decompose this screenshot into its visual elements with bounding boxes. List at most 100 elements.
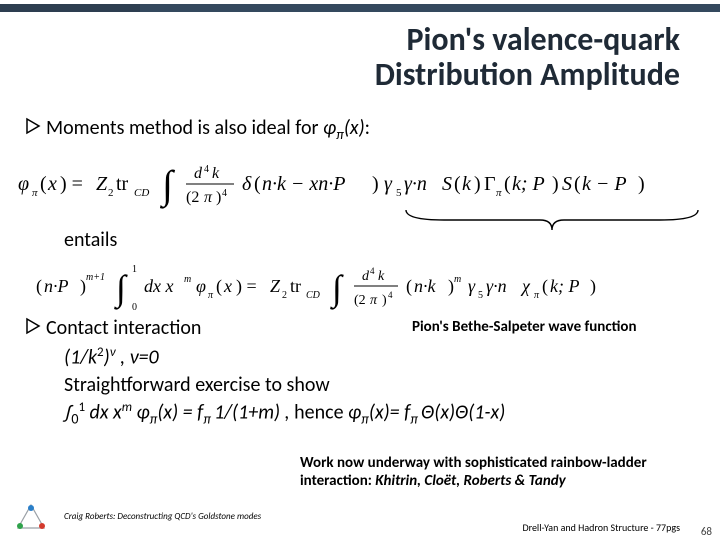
b2-l3f: (x) = f <box>157 400 203 424</box>
svg-text:k: k <box>212 165 220 182</box>
logo-icon <box>14 502 48 532</box>
b2-l1a: (1/k <box>64 346 97 370</box>
equation-2: ( n·P ) m+1 ∫ 1 0 dx x m φ π ( x ) = Z 2… <box>36 260 688 312</box>
svg-text:π: π <box>496 187 502 199</box>
b2-l3g: π <box>203 410 214 427</box>
svg-text:∫: ∫ <box>114 268 128 310</box>
svg-text:Z: Z <box>270 276 281 296</box>
svg-text:): ) <box>216 189 221 206</box>
b2-l3d: φ <box>132 400 150 424</box>
entails-text: entails <box>64 228 117 252</box>
svg-text:γ: γ <box>384 173 393 195</box>
svg-text:CD: CD <box>134 187 149 199</box>
b1-x: (x) <box>344 116 365 140</box>
slide: Pion's valence-quark Distribution Amplit… <box>0 4 720 540</box>
b1-p1: Moments method is also ideal for <box>46 116 323 140</box>
svg-text:(: ( <box>254 173 261 195</box>
svg-text:k; P: k; P <box>550 276 579 296</box>
b2-l3n: Θ(x)Θ(1-x) <box>421 400 505 424</box>
b1-phi: φ <box>323 116 336 140</box>
fn-2: Khitrin, Cloët, Roberts & Tandy <box>375 472 565 490</box>
b2-l3h: 1/(1+m) , <box>214 400 294 424</box>
svg-text:π: π <box>534 290 540 301</box>
svg-text:γ: γ <box>468 276 476 296</box>
b2-l3l: (x)= f <box>369 400 410 424</box>
b2-l3b: dx x <box>85 400 122 424</box>
svg-text:dx x: dx x <box>144 276 173 296</box>
svg-text:5: 5 <box>396 187 402 199</box>
slide-title: Pion's valence-quark Distribution Amplit… <box>0 22 680 92</box>
svg-text:φ: φ <box>196 276 206 296</box>
svg-text:4: 4 <box>370 266 375 276</box>
footer-note: Work now underway with sophisticated rai… <box>300 454 704 490</box>
svg-text:π: π <box>208 290 214 301</box>
bullet-2: Contact interaction <box>24 316 696 340</box>
svg-text:): ) <box>372 173 379 195</box>
svg-text:): ) <box>590 276 596 297</box>
svg-text:x: x <box>223 276 232 296</box>
slide-title-wrap: Pion's valence-quark Distribution Amplit… <box>0 22 720 92</box>
svg-text:) =: ) = <box>60 173 83 195</box>
svg-text:(: ( <box>454 173 461 195</box>
b2-l3k: π <box>361 410 369 427</box>
svg-text:4: 4 <box>222 188 227 199</box>
svg-text:): ) <box>638 173 645 195</box>
b2-line1: (1/k2)ν , ν=0 <box>64 344 696 372</box>
svg-text:(: ( <box>574 173 581 195</box>
b2-l3j: φ <box>348 400 361 424</box>
equation-1: φ π ( x ) = Z 2 tr CD ∫ d 4 k (2 π ) 4 δ… <box>18 156 702 210</box>
bullet-1: Moments method is also ideal for φπ(x): <box>24 116 696 144</box>
svg-text:δ: δ <box>242 173 252 195</box>
body-area: Moments method is also ideal for φπ(x): <box>24 116 696 148</box>
svg-text:4: 4 <box>204 164 209 175</box>
b2-l1b: 2 <box>97 345 104 360</box>
underbrace <box>404 208 700 234</box>
svg-text:x: x <box>47 173 57 195</box>
b2-line2: Straightforward exercise to show <box>64 372 696 399</box>
svg-text:π: π <box>204 189 213 206</box>
svg-text:(: ( <box>542 276 548 297</box>
svg-text:): ) <box>382 293 387 308</box>
svg-text:CD: CD <box>306 290 321 301</box>
bullet-2-text: Contact interaction <box>46 316 201 340</box>
svg-text:π: π <box>370 293 378 308</box>
svg-text:m: m <box>184 274 191 285</box>
svg-text:k − P: k − P <box>582 173 627 195</box>
svg-text:χ: χ <box>520 276 531 296</box>
title-line-2: Distribution Amplitude <box>0 57 680 92</box>
svg-text:φ: φ <box>18 173 29 195</box>
bullet-2-sub: (1/k2)ν , ν=0 Straightforward exercise t… <box>64 344 696 429</box>
bullet-1-text: Moments method is also ideal for φπ(x): <box>46 116 370 144</box>
b1-pi: π <box>336 126 344 143</box>
footer-left: Craig Roberts: Deconstructing QCD's Gold… <box>64 511 261 522</box>
svg-text:S: S <box>562 173 572 195</box>
svg-text:(: ( <box>504 173 511 195</box>
b1-colon: : <box>365 116 370 140</box>
svg-text:(: ( <box>36 276 42 297</box>
svg-text:d: d <box>194 165 203 182</box>
svg-text:) =: ) = <box>236 276 257 297</box>
title-line-1: Pion's valence-quark <box>0 22 680 57</box>
bullet-2-block: Contact interaction (1/k2)ν , ν=0 Straig… <box>24 316 696 429</box>
svg-text:): ) <box>474 173 481 195</box>
svg-text:Z: Z <box>96 173 108 195</box>
svg-text:(2: (2 <box>354 293 366 308</box>
svg-text:k: k <box>462 173 472 195</box>
footer-right: Drell-Yan and Hadron Structure - 77pgs <box>522 521 680 534</box>
svg-text:m: m <box>454 274 461 285</box>
svg-text:∫: ∫ <box>159 162 176 209</box>
top-bar-accent <box>0 4 140 12</box>
svg-text:(2: (2 <box>186 189 199 206</box>
svg-text:m+1: m+1 <box>86 272 105 283</box>
svg-text:Γ: Γ <box>484 173 496 195</box>
bullet-arrow-icon <box>24 316 46 336</box>
svg-text:k: k <box>378 269 385 284</box>
svg-text:4: 4 <box>388 290 393 300</box>
svg-text:1: 1 <box>132 264 137 275</box>
svg-text:tr: tr <box>290 276 301 296</box>
b2-l3i: hence <box>294 400 348 424</box>
svg-text:∫: ∫ <box>330 268 344 310</box>
svg-text:(: ( <box>40 173 47 195</box>
svg-text:n·k: n·k <box>414 276 437 296</box>
b2-l1e: , ν=0 <box>116 346 159 370</box>
